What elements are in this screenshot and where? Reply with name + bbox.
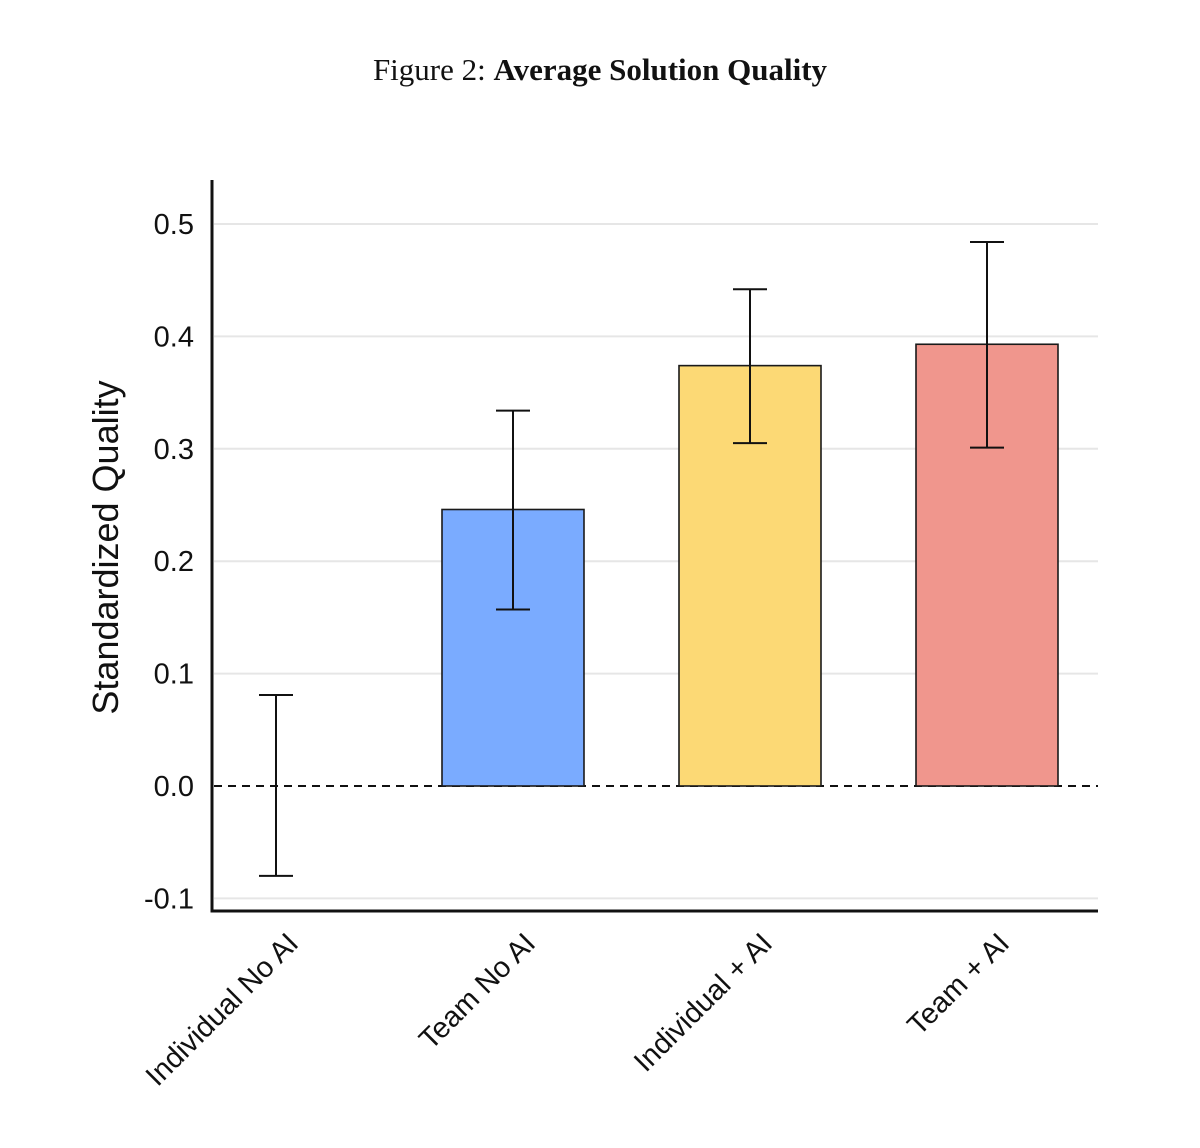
x-tick-labels: Individual No AI Team No AI Individual + A… [140,927,1016,1092]
y-tick-label: -0.1 [144,883,194,915]
y-axis-title: Standardized Quality [85,380,126,714]
y-tick-label: 0.1 [154,659,194,691]
axes [210,180,1098,913]
y-tick-label: 0.4 [154,321,194,353]
x-tick-label: Team + AI [902,927,1016,1041]
x-tick-label: Individual + AI [628,927,779,1078]
y-tick-label: 0.5 [154,209,194,241]
y-tick-label: 0.3 [154,434,194,466]
figure-caption: Figure 2: Average Solution Quality [0,52,1200,88]
y-tick-label: 0.0 [154,771,194,803]
y-tick-labels: -0.1 0.0 0.1 0.2 0.3 0.4 0.5 [144,209,194,915]
y-tick-label: 0.2 [154,546,194,578]
x-tick-label: Team No AI [413,927,542,1056]
error-bars [259,240,1004,877]
chart-title: Average Solution Quality [493,52,828,87]
x-tick-label: Individual No AI [140,927,305,1092]
figure-number: Figure 2: [372,52,486,87]
